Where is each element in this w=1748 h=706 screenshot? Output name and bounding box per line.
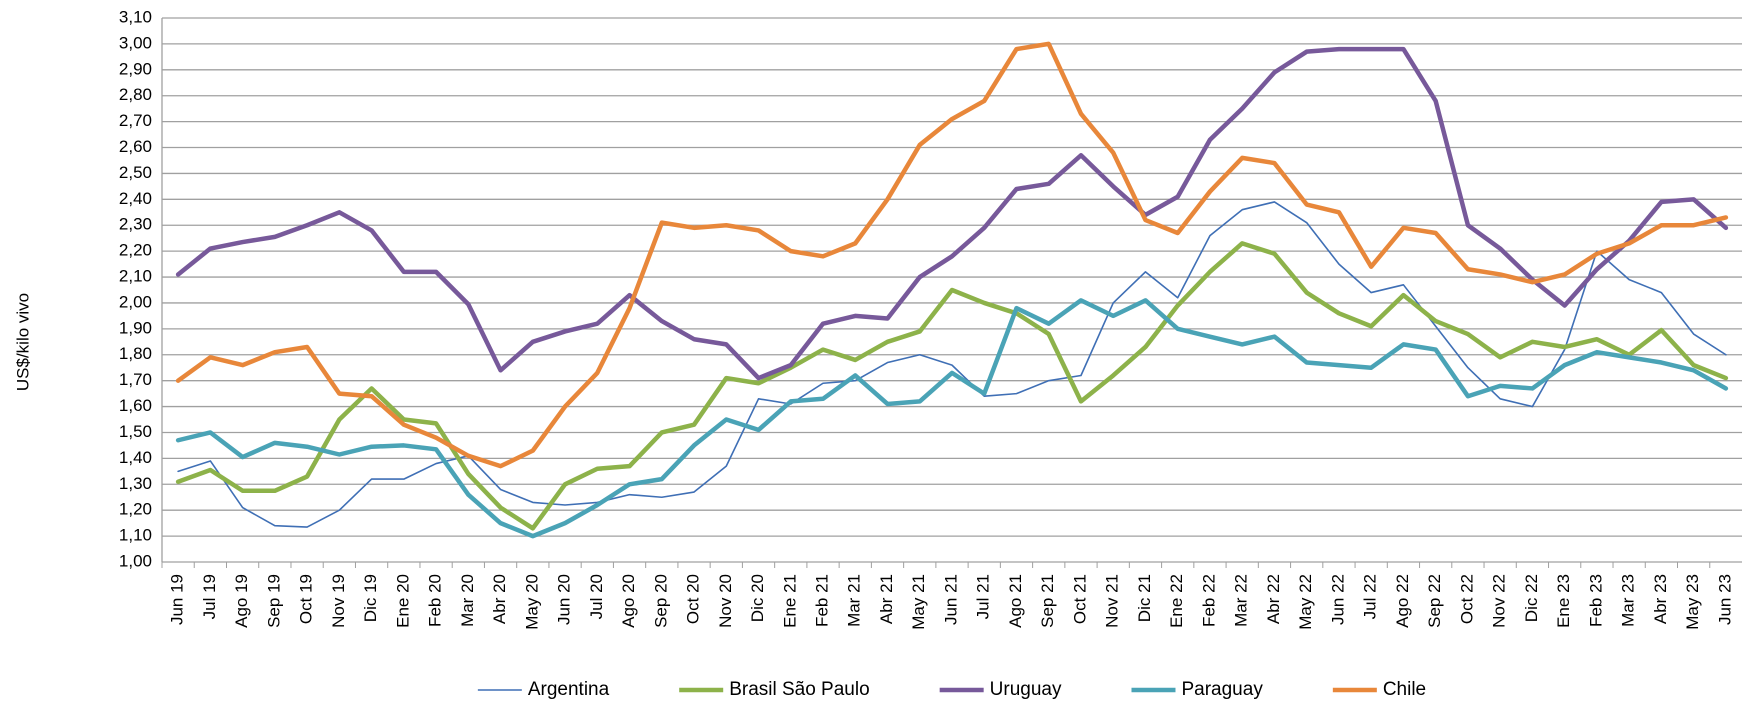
x-tick-label: Jul 20 (587, 574, 606, 619)
x-tick-label: May 21 (909, 574, 928, 630)
y-tick-label: 1,10 (119, 526, 152, 545)
x-tick-label: Ago 20 (619, 574, 638, 628)
y-tick-label: 3,10 (119, 7, 152, 26)
x-tick-label: Abr 22 (1264, 574, 1283, 624)
y-tick-label: 2,80 (119, 85, 152, 104)
x-tick-label: Jun 20 (555, 574, 574, 625)
y-tick-label: 1,00 (119, 551, 152, 570)
y-tick-label: 1,80 (119, 344, 152, 363)
x-tick-label: Ago 22 (1393, 574, 1412, 628)
x-tick-label: Abr 23 (1651, 574, 1670, 624)
legend-label: Brasil São Paulo (729, 679, 869, 700)
x-tick-label: Sep 19 (264, 574, 283, 628)
x-tick-label: May 23 (1683, 574, 1702, 630)
y-tick-label: 1,20 (119, 500, 152, 519)
x-tick-label: Dic 19 (361, 574, 380, 622)
x-tick-label: Jun 19 (168, 574, 187, 625)
legend-label: Uruguay (990, 679, 1062, 700)
legend-label: Paraguay (1181, 679, 1263, 700)
series-line (175, 41, 1729, 469)
x-tick-label: Dic 22 (1522, 574, 1541, 622)
x-tick-label: Mar 22 (1232, 574, 1251, 627)
x-tick-label: Ago 21 (1006, 574, 1025, 628)
y-tick-label: 2,40 (119, 189, 152, 208)
x-tick-label: Feb 21 (813, 574, 832, 627)
x-tick-label: Sep 22 (1425, 574, 1444, 628)
x-tick-label: Nov 21 (1103, 574, 1122, 628)
x-tick-label: Sep 20 (651, 574, 670, 628)
y-tick-label: 2,70 (119, 111, 152, 130)
x-tick-label: Jul 22 (1361, 574, 1380, 619)
legend-label: Argentina (528, 679, 610, 700)
x-tick-label: Oct 21 (1070, 574, 1089, 624)
y-tick-label: 3,00 (119, 33, 152, 52)
legend-label: Chile (1383, 679, 1426, 700)
y-tick-label: 1,70 (119, 370, 152, 389)
y-tick-label: 1,50 (119, 422, 152, 441)
y-tick-label: 2,20 (119, 241, 152, 260)
x-tick-label: Ene 21 (780, 574, 799, 628)
x-tick-label: Jul 19 (200, 574, 219, 619)
series-line (175, 46, 1729, 381)
x-tick-label: Sep 21 (1038, 574, 1057, 628)
y-axis-label: US$/kilo vivo (13, 293, 32, 391)
x-tick-label: Dic 21 (1135, 574, 1154, 622)
x-tick-label: Dic 20 (748, 574, 767, 622)
y-tick-label: 2,50 (119, 163, 152, 182)
x-tick-label: Ene 23 (1554, 574, 1573, 628)
y-tick-label: 2,30 (119, 215, 152, 234)
x-tick-label: Mar 20 (458, 574, 477, 627)
x-tick-label: May 22 (1296, 574, 1315, 630)
x-tick-label: May 20 (522, 574, 541, 630)
x-tick-label: Mar 21 (845, 574, 864, 627)
x-tick-label: Jul 21 (974, 574, 993, 619)
x-tick-label: Nov 22 (1490, 574, 1509, 628)
x-tick-label: Ago 19 (232, 574, 251, 628)
x-tick-label: Feb 23 (1586, 574, 1605, 627)
y-tick-label: 1,60 (119, 396, 152, 415)
x-tick-label: Ene 22 (1167, 574, 1186, 628)
series-line (177, 201, 1727, 528)
x-tick-label: Abr 20 (490, 574, 509, 624)
y-tick-label: 2,10 (119, 267, 152, 286)
x-tick-label: Ene 20 (393, 574, 412, 628)
x-tick-label: Oct 20 (684, 574, 703, 624)
series-line (175, 241, 1729, 531)
y-tick-label: 1,90 (119, 318, 152, 337)
x-tick-label: Mar 23 (1619, 574, 1638, 627)
series-line (175, 298, 1729, 539)
x-tick-label: Feb 20 (426, 574, 445, 627)
x-tick-label: Abr 21 (877, 574, 896, 624)
x-tick-label: Nov 19 (329, 574, 348, 628)
x-tick-label: Jun 23 (1715, 574, 1734, 625)
x-tick-label: Jun 22 (1328, 574, 1347, 625)
x-tick-label: Oct 19 (297, 574, 316, 624)
x-tick-label: Feb 22 (1199, 574, 1218, 627)
y-tick-label: 2,00 (119, 292, 152, 311)
x-tick-label: Jun 21 (941, 574, 960, 625)
x-tick-label: Oct 22 (1457, 574, 1476, 624)
y-tick-label: 2,90 (119, 59, 152, 78)
y-tick-label: 2,60 (119, 137, 152, 156)
y-tick-label: 1,40 (119, 448, 152, 467)
x-tick-label: Nov 20 (716, 574, 735, 628)
y-tick-label: 1,30 (119, 474, 152, 493)
